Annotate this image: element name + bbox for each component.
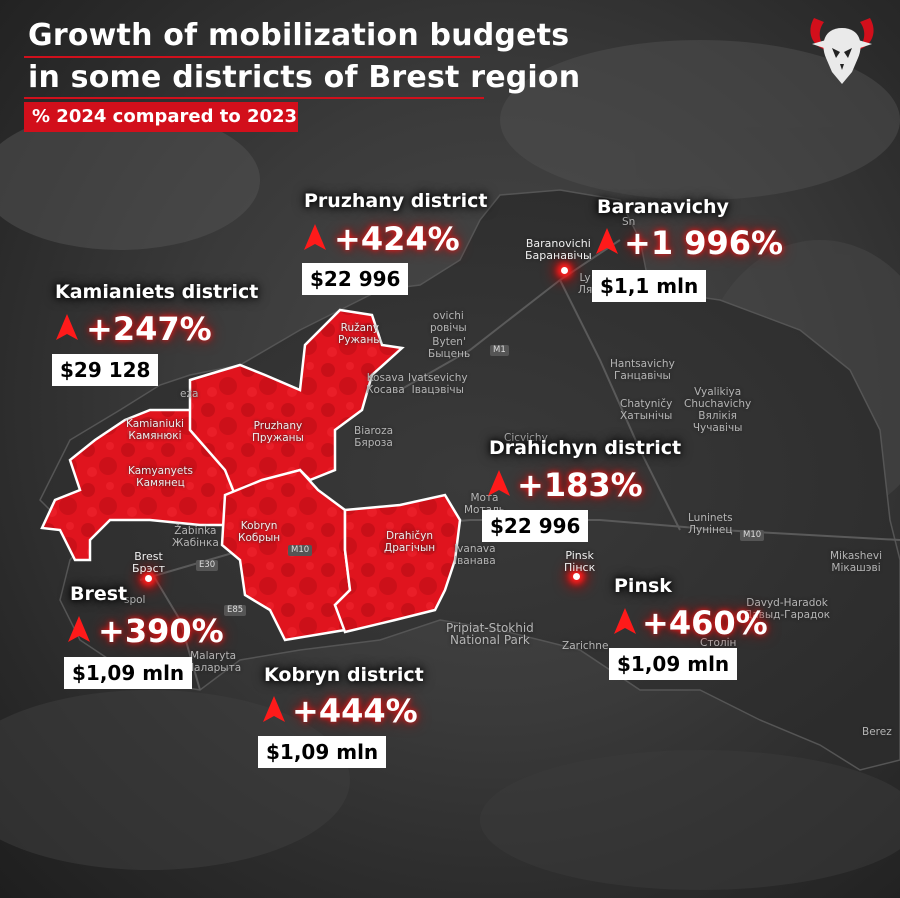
place-stolin: Столін xyxy=(700,637,737,649)
brest-label: Brest xyxy=(70,583,128,605)
place-spol: spol xyxy=(124,594,146,606)
pinsk-label: Pinsk xyxy=(614,575,672,597)
title-rule-2 xyxy=(24,97,484,99)
pinsk-change: +460% xyxy=(642,604,768,642)
place-ovichi: ovichi ровічы xyxy=(430,310,467,334)
drahichyn-budget: $22 996 xyxy=(482,510,589,542)
pruzhany-change: +424% xyxy=(334,220,460,258)
baranavichy-budget: $1,1 mln xyxy=(592,270,707,302)
place-kamyanyets: Kamyanyets Камянец xyxy=(128,465,193,489)
pruzhany-label: Pruzhany district xyxy=(304,190,488,212)
horned-skull-logo xyxy=(810,18,874,84)
red-up-arrow-icon xyxy=(488,470,510,496)
kobryn-change: +444% xyxy=(292,692,418,730)
place-malaryta: Malaryta Маларыта xyxy=(185,650,242,674)
drahichyn-district-shape xyxy=(333,493,462,634)
place-vyalikiya: Vyalikiya Chuchavichy Вялікія Чучавічы xyxy=(684,386,752,434)
baranavichy-change: +1 996% xyxy=(624,224,784,262)
kamianiets-label: Kamianiets district xyxy=(55,281,259,303)
place-brest: Brest Брэст xyxy=(132,550,166,575)
place-zhabinka: Žabinka Жабінка xyxy=(172,525,219,549)
place-luninets: Luninets Лунінец xyxy=(688,512,733,536)
brest-change: +390% xyxy=(98,612,224,650)
kamianiets-change: +247% xyxy=(86,310,212,348)
pinsk-dot xyxy=(573,573,580,580)
place-pinsk: Pinsk Пінск xyxy=(564,549,596,574)
place-snov: Sn xyxy=(622,216,636,228)
road-m10-west: M10 xyxy=(288,545,313,556)
place-drahichyn: Drahičyn Драгічын xyxy=(384,530,436,554)
place-zarichne: Zarichne xyxy=(562,640,609,652)
title-line-1: Growth of mobilization budgets xyxy=(28,18,570,53)
place-byten: Byten' Быцень xyxy=(428,336,471,360)
brest-dot xyxy=(145,575,152,582)
drahichyn-change: +183% xyxy=(517,466,643,504)
red-up-arrow-icon xyxy=(68,616,90,642)
red-up-arrow-icon xyxy=(614,608,636,634)
red-up-arrow-icon xyxy=(596,228,618,254)
red-up-arrow-icon xyxy=(263,696,285,722)
subtitle: % 2024 compared to 2023 xyxy=(24,102,298,132)
place-ivanava: Ivanava Іванава xyxy=(454,543,496,567)
place-hantsavichy: Hantsavichy Ганцавічы xyxy=(610,358,675,382)
road-m10-east: M10 xyxy=(740,530,765,541)
place-pripiat: Pripiat-Stokhid National Park xyxy=(446,621,534,647)
place-biaroza: Biaroza Бяроза xyxy=(354,425,394,449)
place-baranovichi: Baranovichi Баранавічы xyxy=(525,237,592,262)
title-rule-1 xyxy=(24,56,480,58)
red-up-arrow-icon xyxy=(56,314,78,340)
brest-budget: $1,09 mln xyxy=(64,657,193,689)
drahichyn-label: Drahichyn district xyxy=(489,437,682,459)
baranavichy-label: Baranavichy xyxy=(597,196,729,218)
place-bereza: Berez xyxy=(862,726,892,738)
place-eza: eza xyxy=(180,388,199,400)
kobryn-label: Kobryn district xyxy=(264,664,424,686)
road-m1: M1 xyxy=(490,345,509,356)
place-kamianiuki: Kamianiuki Камянюкі xyxy=(126,418,184,442)
pruzhany-budget: $22 996 xyxy=(302,263,409,295)
kobryn-budget: $1,09 mln xyxy=(258,736,387,768)
road-e30: E30 xyxy=(196,560,219,571)
place-kosava: Kosava Косава xyxy=(366,372,405,396)
place-ivatsevichy: Ivatsevichy Івацэвічы xyxy=(408,372,468,396)
pinsk-budget: $1,09 mln xyxy=(609,648,738,680)
place-davyd: Davyd-Haradok Давыд-Гарадок xyxy=(744,597,831,621)
place-pruzhany: Pruzhany Пружаны xyxy=(252,420,304,444)
road-e85: E85 xyxy=(224,605,247,616)
place-mikashevichy: Mikashevi Мікашэві xyxy=(830,550,883,574)
red-up-arrow-icon xyxy=(304,224,326,250)
place-lya: Ly Ля xyxy=(578,272,593,296)
highlighted-districts xyxy=(40,308,462,642)
place-cicvichy: Cicvichy xyxy=(504,432,548,444)
title-line-2: in some districts of Brest region xyxy=(28,60,581,95)
place-chatynichy: Chatyničy Хатынічы xyxy=(620,398,673,422)
place-kobryn: Kobryn Кобрын xyxy=(238,520,281,544)
baranavichy-dot xyxy=(561,267,568,274)
place-ruzhany: Ružany Ружаны xyxy=(338,322,382,346)
kamianiets-budget: $29 128 xyxy=(52,354,159,386)
